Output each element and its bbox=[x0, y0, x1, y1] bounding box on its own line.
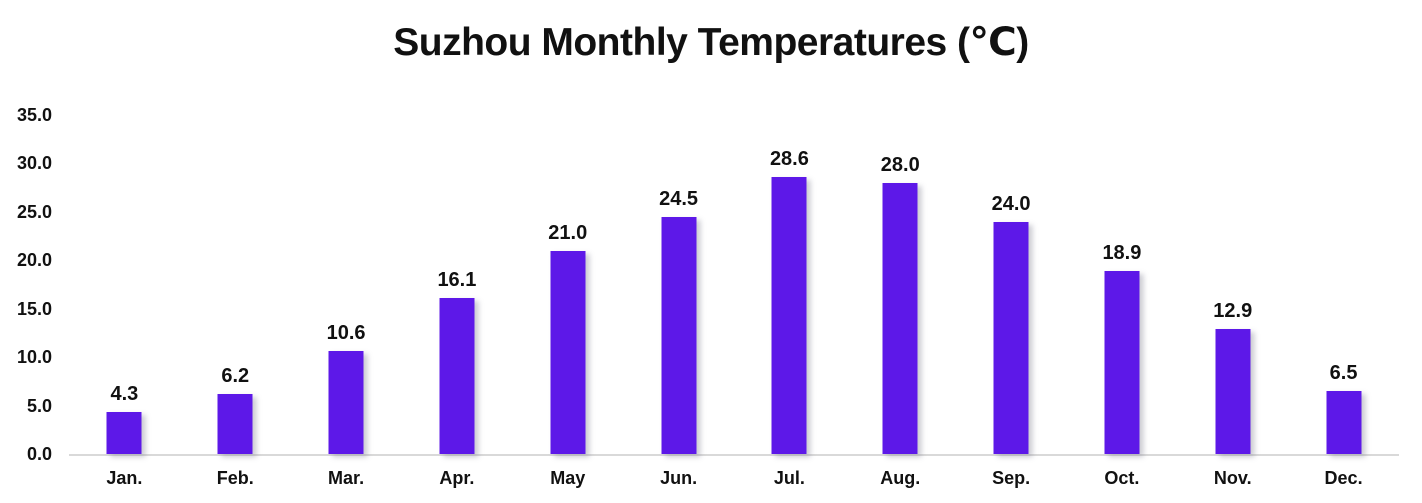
bar-jan bbox=[106, 412, 142, 454]
bar-may bbox=[550, 250, 586, 454]
month-column-aug: 28.0 Aug. bbox=[845, 115, 956, 488]
x-axis-line bbox=[69, 454, 1399, 456]
month-column-feb: 6.2 Feb. bbox=[180, 115, 291, 488]
bar-value-label: 6.5 bbox=[1329, 362, 1358, 385]
bar-jul bbox=[771, 177, 807, 454]
bar-value-label: 21.0 bbox=[548, 221, 588, 244]
y-tick-label: 10.0 bbox=[16, 347, 52, 368]
x-tick-label: Sep. bbox=[992, 468, 1031, 488]
y-tick-label: 25.0 bbox=[16, 201, 52, 222]
y-axis: 0.0 5.0 10.0 15.0 20.0 25.0 30.0 35.0 bbox=[0, 0, 52, 503]
y-tick-label: 0.0 bbox=[26, 444, 52, 464]
bar-value-label: 28.6 bbox=[769, 148, 809, 170]
bar-aug bbox=[882, 182, 918, 454]
bar-oct bbox=[1104, 270, 1140, 454]
plot-area: 4.3 Jan. 6.2 Feb. 10.6 Mar. 16.1 Apr. 21.0 May 24.… bbox=[69, 115, 1399, 488]
month-column-nov: 12.9 Nov. bbox=[1177, 115, 1288, 488]
x-tick-label: Feb. bbox=[216, 468, 254, 488]
y-tick-label: 15.0 bbox=[16, 298, 52, 319]
bar-jun bbox=[661, 216, 697, 454]
x-tick-label: Jan. bbox=[106, 468, 143, 488]
x-tick-label: Jul. bbox=[773, 468, 805, 488]
x-tick-label: Jun. bbox=[660, 468, 698, 488]
month-column-dec: 6.5 Dec. bbox=[1288, 115, 1399, 488]
bar-feb bbox=[217, 393, 253, 454]
x-tick-label: Nov. bbox=[1213, 468, 1252, 488]
bar-value-label: 12.9 bbox=[1213, 300, 1253, 323]
bar-value-label: 24.5 bbox=[659, 187, 699, 210]
bar-value-label: 6.2 bbox=[221, 364, 250, 387]
bar-mar bbox=[328, 351, 364, 454]
y-tick-label: 5.0 bbox=[26, 395, 52, 416]
y-tick-label: 30.0 bbox=[16, 153, 52, 174]
bar-value-label: 18.9 bbox=[1102, 241, 1142, 264]
x-tick-label: Oct. bbox=[1104, 468, 1140, 488]
x-tick-label: Mar. bbox=[328, 468, 365, 488]
chart-title: Suzhou Monthly Temperatures (℃) bbox=[393, 21, 1029, 64]
month-column-oct: 18.9 Oct. bbox=[1067, 115, 1178, 488]
month-column-jul: 28.6 Jul. bbox=[734, 115, 845, 488]
bar-value-label: 28.0 bbox=[880, 153, 920, 176]
month-column-may: 21.0 May bbox=[512, 115, 623, 488]
x-tick-label: Aug. bbox=[880, 468, 921, 488]
month-column-jan: 4.3 Jan. bbox=[69, 115, 180, 488]
bar-value-label: 4.3 bbox=[110, 383, 139, 406]
bar-value-label: 10.6 bbox=[326, 322, 366, 345]
y-tick-label: 35.0 bbox=[16, 105, 52, 125]
bar-value-label: 24.0 bbox=[991, 192, 1031, 215]
month-column-sep: 24.0 Sep. bbox=[956, 115, 1067, 488]
x-tick-label: May bbox=[550, 468, 586, 488]
month-column-mar: 10.6 Mar. bbox=[291, 115, 402, 488]
bar-nov bbox=[1215, 329, 1251, 454]
bar-apr bbox=[439, 298, 475, 454]
bar-dec bbox=[1326, 391, 1362, 454]
month-column-jun: 24.5 Jun. bbox=[623, 115, 734, 488]
bar-sep bbox=[993, 221, 1029, 454]
x-tick-label: Dec. bbox=[1324, 468, 1363, 488]
x-tick-label: Apr. bbox=[439, 468, 475, 488]
bar-value-label: 16.1 bbox=[437, 269, 477, 292]
month-column-apr: 16.1 Apr. bbox=[402, 115, 513, 488]
y-tick-label: 20.0 bbox=[16, 250, 52, 271]
